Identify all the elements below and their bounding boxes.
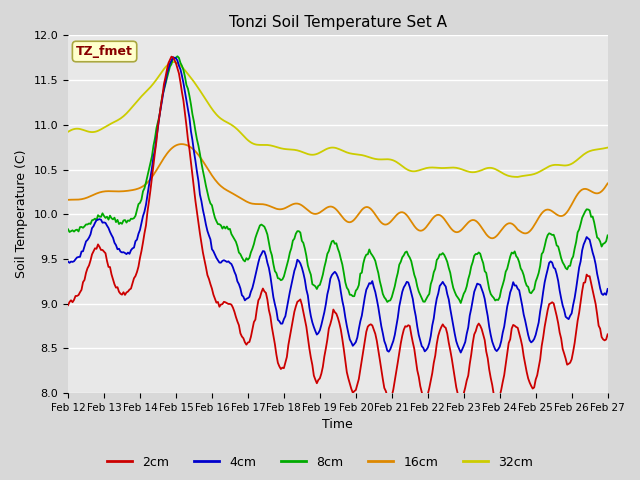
Text: TZ_fmet: TZ_fmet <box>76 45 133 58</box>
Legend: 2cm, 4cm, 8cm, 16cm, 32cm: 2cm, 4cm, 8cm, 16cm, 32cm <box>102 451 538 474</box>
X-axis label: Time: Time <box>323 419 353 432</box>
Y-axis label: Soil Temperature (C): Soil Temperature (C) <box>15 150 28 278</box>
Title: Tonzi Soil Temperature Set A: Tonzi Soil Temperature Set A <box>229 15 447 30</box>
